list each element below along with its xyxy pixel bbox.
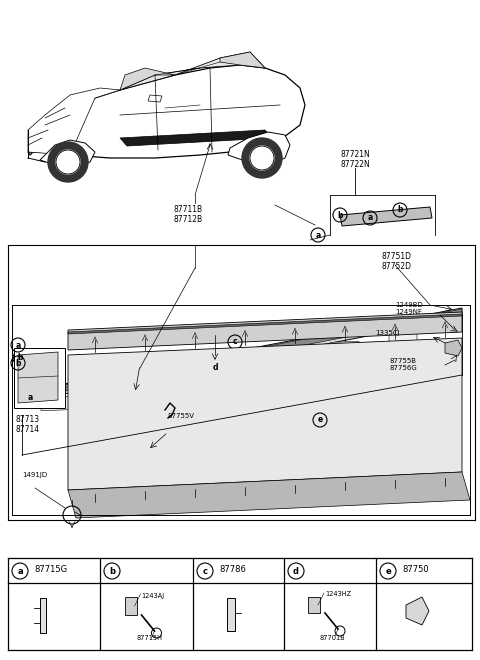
Text: d: d	[293, 566, 299, 576]
Polygon shape	[220, 52, 265, 68]
Text: 87721N
87722N: 87721N 87722N	[340, 150, 370, 170]
Polygon shape	[99, 385, 127, 399]
Circle shape	[56, 150, 80, 174]
Text: b: b	[17, 354, 23, 362]
Text: a: a	[367, 213, 372, 222]
Text: a: a	[15, 341, 21, 350]
Polygon shape	[22, 308, 462, 402]
Polygon shape	[28, 88, 120, 155]
Polygon shape	[120, 68, 175, 90]
Text: b: b	[337, 211, 343, 220]
Polygon shape	[18, 352, 58, 403]
Polygon shape	[406, 597, 429, 625]
Circle shape	[242, 138, 282, 178]
Text: 1243AJ: 1243AJ	[142, 593, 165, 599]
Polygon shape	[124, 597, 136, 615]
Text: 1335CJ: 1335CJ	[375, 330, 400, 336]
Text: 1249BD
1249NF: 1249BD 1249NF	[395, 302, 423, 315]
Text: 87755B
87756G: 87755B 87756G	[390, 358, 418, 371]
Text: c: c	[203, 566, 207, 576]
Text: 87755V: 87755V	[168, 413, 195, 419]
Text: a: a	[27, 393, 33, 401]
Text: a: a	[315, 230, 321, 240]
Polygon shape	[22, 309, 462, 399]
Text: 87715G: 87715G	[34, 565, 67, 574]
Text: 87786: 87786	[219, 565, 246, 574]
Text: 87750: 87750	[402, 565, 429, 574]
Polygon shape	[120, 130, 272, 146]
Polygon shape	[148, 95, 162, 102]
Text: b: b	[397, 205, 403, 214]
Text: b: b	[109, 566, 115, 576]
Polygon shape	[68, 312, 462, 350]
Text: c: c	[233, 337, 237, 346]
Text: 87711B
87712B: 87711B 87712B	[173, 205, 203, 224]
Polygon shape	[68, 314, 462, 334]
Text: 87701B: 87701B	[320, 635, 346, 641]
Polygon shape	[340, 207, 432, 226]
Polygon shape	[28, 65, 305, 158]
Polygon shape	[41, 397, 69, 411]
Polygon shape	[215, 364, 243, 378]
Polygon shape	[445, 340, 462, 356]
Text: e: e	[385, 566, 391, 576]
Text: d: d	[212, 364, 218, 372]
Polygon shape	[40, 140, 95, 168]
Polygon shape	[331, 341, 359, 355]
Polygon shape	[40, 598, 46, 633]
Text: a: a	[17, 566, 23, 576]
Text: e: e	[317, 416, 323, 424]
Polygon shape	[68, 338, 462, 490]
Polygon shape	[14, 348, 65, 408]
Circle shape	[48, 142, 88, 182]
Text: 1491JD: 1491JD	[22, 472, 47, 478]
Polygon shape	[120, 52, 265, 90]
Text: 87715H: 87715H	[136, 635, 163, 641]
Polygon shape	[273, 352, 301, 366]
Text: 1243HZ: 1243HZ	[325, 591, 351, 597]
Polygon shape	[68, 472, 470, 518]
Text: b: b	[15, 358, 21, 368]
Polygon shape	[308, 597, 320, 613]
Polygon shape	[227, 598, 235, 631]
Polygon shape	[157, 375, 185, 389]
Circle shape	[250, 146, 274, 170]
Polygon shape	[389, 330, 417, 345]
Text: 87713
87714: 87713 87714	[16, 415, 40, 434]
Polygon shape	[228, 132, 290, 165]
Text: 87751D
87752D: 87751D 87752D	[382, 252, 412, 271]
